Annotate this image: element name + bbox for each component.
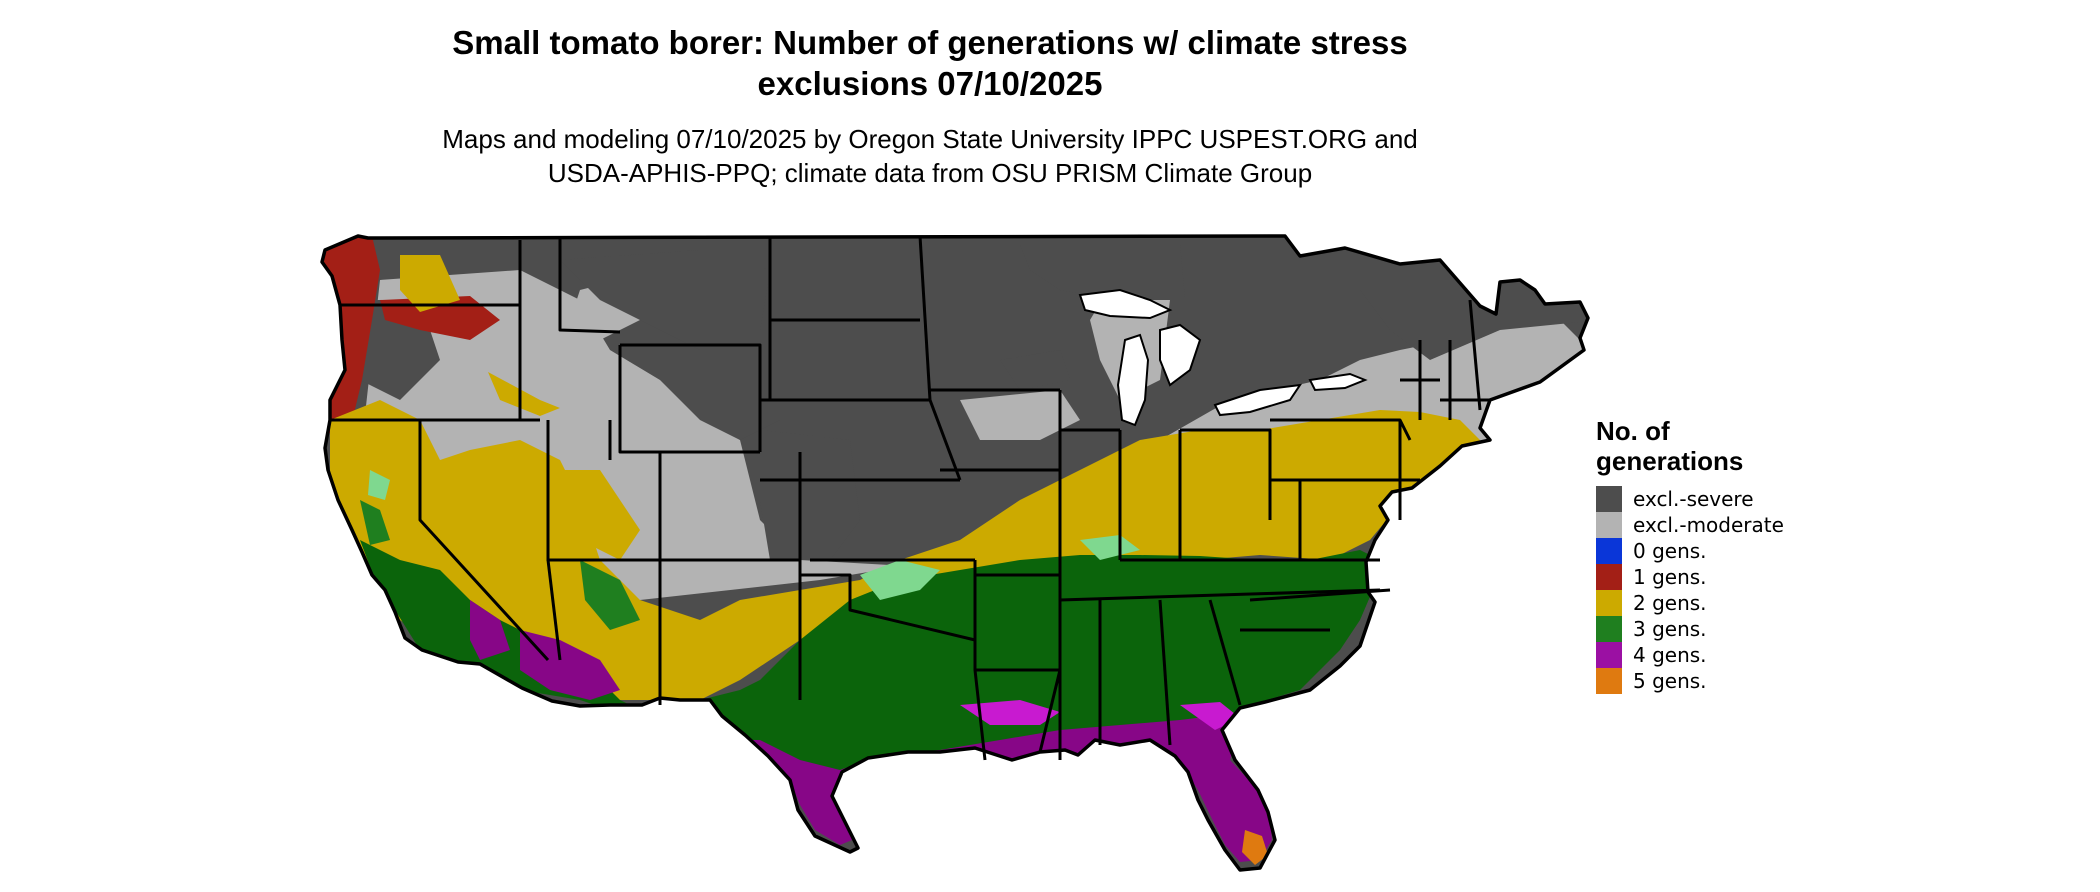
- legend-label: 2 gens.: [1633, 591, 1707, 615]
- legend-item: 3 gens.: [1596, 616, 1784, 642]
- legend-items: excl.-severe excl.-moderate 0 gens. 1 gens.…: [1596, 486, 1784, 694]
- legend-swatch: [1596, 564, 1622, 590]
- legend-swatch: [1596, 590, 1622, 616]
- legend-label: 3 gens.: [1633, 617, 1707, 641]
- legend-label: excl.-severe: [1633, 487, 1754, 511]
- legend-swatch: [1596, 538, 1622, 564]
- state-borders: [320, 234, 1590, 872]
- legend-item: 0 gens.: [1596, 538, 1784, 564]
- legend-swatch: [1596, 668, 1622, 694]
- legend-title-line-2: generations: [1596, 446, 1744, 476]
- map-subtitle: Maps and modeling 07/10/2025 by Oregon S…: [200, 122, 1660, 190]
- map-title-line-2: exclusions 07/10/2025: [757, 65, 1103, 102]
- map-title: Small tomato borer: Number of generation…: [200, 22, 1660, 104]
- map-title-line-1: Small tomato borer: Number of generation…: [452, 24, 1408, 61]
- map-raster-fill: [322, 236, 1588, 870]
- legend-item: 5 gens.: [1596, 668, 1784, 694]
- legend-title-line-1: No. of: [1596, 416, 1670, 446]
- legend-swatch: [1596, 616, 1622, 642]
- map-subtitle-line-2: USDA-APHIS-PPQ; climate data from OSU PR…: [547, 158, 1313, 188]
- legend-swatch: [1596, 642, 1622, 668]
- legend-item: 2 gens.: [1596, 590, 1784, 616]
- legend-swatch: [1596, 512, 1622, 538]
- legend-label: 5 gens.: [1633, 669, 1707, 693]
- legend-item: 4 gens.: [1596, 642, 1784, 668]
- legend-label: 1 gens.: [1633, 565, 1707, 589]
- legend-swatch: [1596, 486, 1622, 512]
- great-lakes: [1078, 288, 1368, 427]
- legend-item: excl.-moderate: [1596, 512, 1784, 538]
- legend-label: 0 gens.: [1633, 539, 1707, 563]
- legend-title: No. of generations: [1596, 416, 1784, 476]
- map-legend: No. of generations excl.-severe excl.-mod…: [1596, 416, 1784, 694]
- legend-item: excl.-severe: [1596, 486, 1784, 512]
- legend-label: 4 gens.: [1633, 643, 1707, 667]
- legend-item: 1 gens.: [1596, 564, 1784, 590]
- map-subtitle-line-1: Maps and modeling 07/10/2025 by Oregon S…: [442, 124, 1418, 154]
- legend-label: excl.-moderate: [1633, 513, 1784, 537]
